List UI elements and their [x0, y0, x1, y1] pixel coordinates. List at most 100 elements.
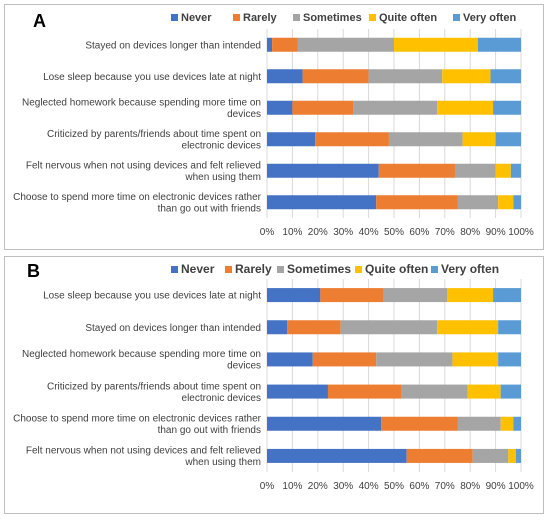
- x-tick-label-a: 90%: [486, 227, 506, 238]
- bar-segment-quite-often-b: [467, 384, 501, 399]
- bar-segment-very-often-a: [493, 100, 521, 115]
- legend-swatch-quite-often-a: [369, 14, 376, 21]
- bar-segment-sometimes-b: [340, 320, 438, 335]
- bar-segment-very-often-b: [493, 288, 521, 303]
- bar-segment-rarely-a: [272, 37, 298, 52]
- category-label-a: Felt nervous when not using devices and …: [26, 161, 261, 172]
- x-tick-label-a: 30%: [333, 227, 353, 238]
- bar-segment-quite-often-a: [498, 195, 514, 210]
- bar-segment-sometimes-a: [388, 132, 463, 147]
- legend-swatch-quite-often-b: [355, 266, 362, 273]
- x-tick-label-b: 20%: [308, 481, 328, 492]
- category-label-b: Felt nervous when not using devices and …: [26, 446, 261, 457]
- panel-label-a: A: [33, 11, 46, 31]
- category-label-a: Choose to spend more time on electronic …: [13, 192, 262, 203]
- bar-segment-rarely-a: [315, 132, 389, 147]
- bar-segment-quite-often-a: [437, 100, 494, 115]
- bar-segment-never-b: [267, 416, 382, 431]
- bar-segment-very-often-b: [515, 448, 521, 463]
- bar-segment-quite-often-b: [447, 288, 494, 303]
- x-tick-label-b: 90%: [486, 481, 506, 492]
- legend-label-quite-often-b: Quite often: [365, 262, 428, 276]
- legend-label-never-a: Never: [181, 12, 212, 24]
- x-tick-label-a: 10%: [282, 227, 302, 238]
- legend-swatch-rarely-a: [233, 14, 240, 21]
- x-tick-label-b: 40%: [359, 481, 379, 492]
- legend-swatch-sometimes-a: [293, 14, 300, 21]
- bar-segment-quite-often-b: [500, 416, 514, 431]
- bar-segment-rarely-a: [302, 69, 369, 84]
- bar-segment-sometimes-a: [353, 100, 438, 115]
- legend-swatch-very-often-b: [431, 266, 438, 273]
- x-tick-label-a: 20%: [308, 227, 328, 238]
- bar-segment-very-often-a: [495, 132, 521, 147]
- legend-swatch-never-a: [171, 14, 178, 21]
- bar-segment-quite-often-b: [452, 352, 499, 367]
- bar-segment-never-b: [267, 352, 313, 367]
- legend-swatch-rarely-b: [225, 266, 232, 273]
- bar-segment-never-b: [267, 288, 321, 303]
- legend-label-rarely-a: Rarely: [243, 12, 278, 24]
- bar-segment-sometimes-b: [383, 288, 448, 303]
- bar-segment-quite-often-a: [495, 163, 511, 178]
- x-tick-label-b: 60%: [409, 481, 429, 492]
- legend-swatch-very-often-a: [453, 14, 460, 21]
- bar-segment-never-b: [267, 448, 407, 463]
- bar-segment-never-b: [267, 320, 288, 335]
- category-label-b: Lose sleep because you use devices late …: [43, 291, 261, 302]
- bar-segment-sometimes-b: [457, 416, 501, 431]
- legend-label-sometimes-b: Sometimes: [287, 262, 351, 276]
- legend-label-rarely-b: Rarely: [235, 262, 272, 276]
- bar-segment-rarely-b: [320, 288, 384, 303]
- bar-segment-never-a: [267, 195, 377, 210]
- bar-segment-rarely-b: [327, 384, 402, 399]
- category-label-a: electronic devices: [182, 141, 261, 152]
- bar-segment-sometimes-b: [472, 448, 509, 463]
- chart-panel-a: A Never Rarely Sometimes Quite often Very of…: [4, 4, 544, 250]
- x-tick-label-b: 80%: [460, 481, 480, 492]
- bar-segment-quite-often-a: [462, 132, 496, 147]
- bar-segment-rarely-b: [381, 416, 458, 431]
- bar-segment-rarely-b: [406, 448, 473, 463]
- bar-segment-very-often-a: [477, 37, 521, 52]
- bar-segment-very-often-b: [498, 352, 521, 367]
- x-tick-label-a: 50%: [384, 227, 404, 238]
- bar-segment-rarely-a: [376, 195, 458, 210]
- category-label-a: when using them: [184, 172, 261, 183]
- category-label-b: Neglected homework because spending more…: [22, 349, 261, 360]
- bar-segment-sometimes-a: [297, 37, 394, 52]
- bar-segment-quite-often-b: [437, 320, 499, 335]
- bar-segment-quite-often-a: [442, 69, 491, 84]
- legend-label-quite-often-a: Quite often: [379, 12, 437, 24]
- category-label-a: devices: [227, 109, 261, 120]
- x-tick-label-b: 10%: [282, 481, 302, 492]
- x-tick-label-b: 70%: [435, 481, 455, 492]
- x-tick-label-a: 60%: [409, 227, 429, 238]
- legend-swatch-never-b: [171, 266, 178, 273]
- bar-segment-never-a: [267, 132, 316, 147]
- bar-segment-very-often-b: [513, 416, 521, 431]
- bar-segment-quite-often-b: [508, 448, 516, 463]
- x-tick-label-a: 40%: [359, 227, 379, 238]
- bar-segment-sometimes-a: [454, 163, 496, 178]
- bar-segment-sometimes-b: [376, 352, 453, 367]
- x-tick-label-b: 0%: [260, 481, 275, 492]
- bar-segment-very-often-a: [513, 195, 521, 210]
- bar-segment-never-a: [267, 100, 293, 115]
- bar-segment-very-often-a: [490, 69, 521, 84]
- bar-segment-never-b: [267, 384, 328, 399]
- category-label-b: Choose to spend more time on electronic …: [13, 414, 262, 425]
- bar-segment-sometimes-b: [401, 384, 468, 399]
- x-tick-label-b: 30%: [333, 481, 353, 492]
- category-label-b: than go out with friends: [158, 425, 261, 436]
- bar-segment-never-a: [267, 37, 273, 52]
- bar-segment-rarely-b: [312, 352, 377, 367]
- x-tick-label-a: 0%: [260, 227, 275, 238]
- legend-label-very-often-b: Very often: [441, 262, 499, 276]
- bar-segment-sometimes-a: [368, 69, 443, 84]
- stacked-bar-chart-b: Never Rarely Sometimes Quite often Very ofte…: [13, 262, 534, 492]
- category-label-b: devices: [227, 361, 261, 372]
- x-tick-label-b: 100%: [508, 481, 534, 492]
- bar-segment-rarely-a: [378, 163, 455, 178]
- x-tick-label-a: 80%: [460, 227, 480, 238]
